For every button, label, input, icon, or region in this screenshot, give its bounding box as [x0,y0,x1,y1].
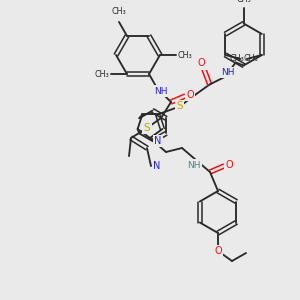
Text: CH₃: CH₃ [236,0,251,4]
Text: NH: NH [187,160,201,169]
Text: S: S [176,101,183,112]
Text: N: N [153,161,161,171]
Text: O: O [225,160,233,170]
Text: O: O [214,246,222,256]
Text: S: S [144,123,150,133]
Text: CH₃: CH₃ [178,50,193,59]
Text: O: O [186,90,194,100]
Text: CH₃: CH₃ [229,55,244,64]
Text: CH₃: CH₃ [112,7,126,16]
Text: NH: NH [221,68,234,77]
Text: CH₃: CH₃ [244,55,258,64]
Text: NH: NH [154,87,168,96]
Text: N: N [154,136,162,146]
Text: CH₃: CH₃ [94,70,109,79]
Text: O: O [198,58,206,68]
